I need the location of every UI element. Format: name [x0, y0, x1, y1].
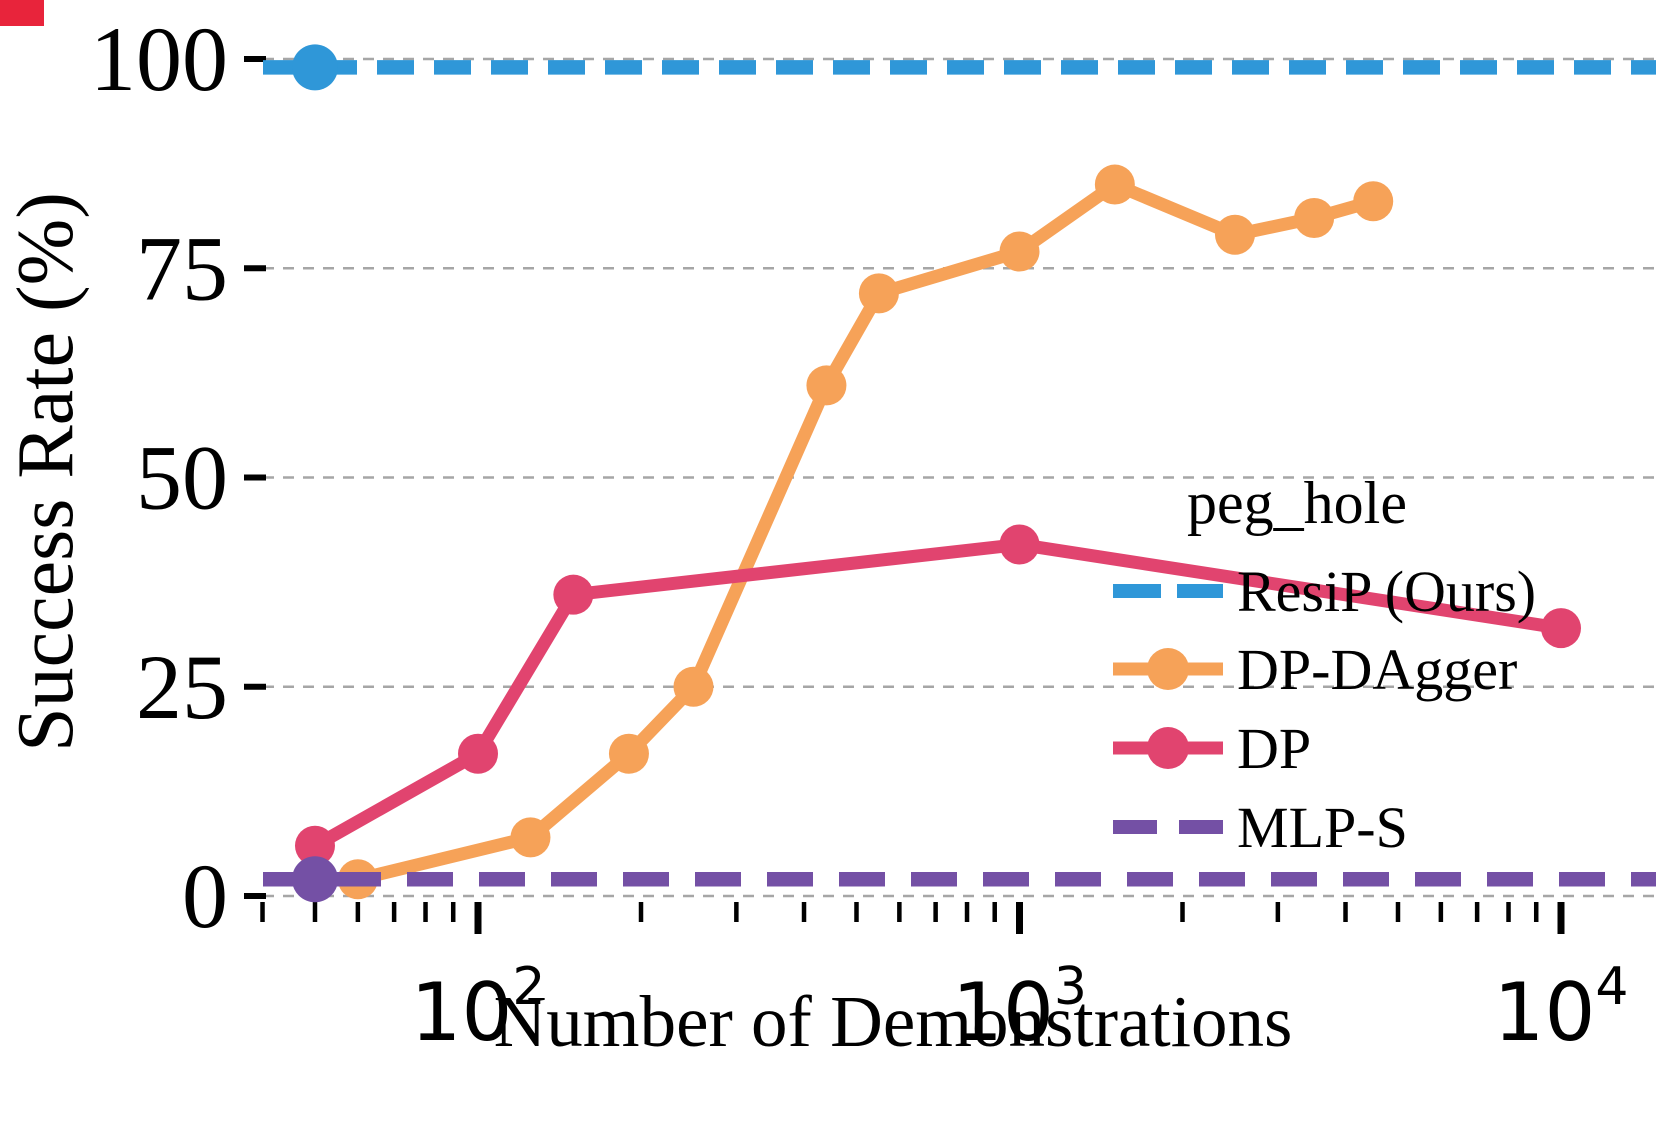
x-tick-exponent: 2	[512, 957, 545, 1017]
y-tick-label-25: 25	[136, 636, 228, 738]
series-dp-dagger	[337, 164, 1394, 900]
legend-label: DP	[1237, 716, 1311, 781]
corner-red-mark	[0, 0, 44, 26]
legend-item-dp: DP	[1113, 716, 1311, 781]
y-tick-label-50: 50	[136, 427, 228, 529]
data-point	[1541, 608, 1581, 649]
data-point	[291, 856, 338, 903]
legend-sample-marker	[1147, 727, 1189, 769]
data-point	[1294, 198, 1335, 239]
data-point	[294, 825, 335, 866]
y-tick-label-75: 75	[136, 217, 228, 319]
data-point	[673, 666, 714, 707]
series-mlp-s	[263, 856, 1656, 903]
data-point	[553, 574, 594, 615]
y-tick-label-0: 0	[182, 845, 228, 947]
legend-label: DP-DAgger	[1237, 637, 1517, 702]
data-point	[858, 273, 899, 314]
legend-sample-marker	[1147, 648, 1189, 690]
data-point	[458, 733, 498, 774]
y-axis-label: Success Rate (%)	[2, 192, 90, 752]
series-dp	[294, 524, 1581, 866]
x-tick-exponent: 4	[1595, 957, 1628, 1017]
data-point	[1094, 164, 1135, 205]
y-tick-label-100: 100	[90, 8, 228, 110]
legend-label: ResiP (Ours)	[1237, 559, 1536, 624]
data-point	[291, 44, 338, 91]
x-tick-label-1000: 103	[952, 957, 1087, 1059]
legend-title: peg_hole	[1187, 470, 1407, 536]
data-point	[999, 524, 1040, 565]
data-point	[510, 817, 551, 858]
data-point	[806, 365, 847, 406]
x-tick-base: 10	[411, 966, 513, 1059]
x-tick-base: 10	[1494, 966, 1596, 1059]
x-tick-base: 10	[952, 966, 1054, 1059]
legend: peg_hole ResiP (Ours) DP-DAgger DP MLP-S	[1113, 470, 1536, 860]
data-point	[1214, 214, 1255, 255]
legend-item-resip-ours-: ResiP (Ours)	[1113, 559, 1536, 624]
series-resip-ours-	[263, 44, 1656, 91]
data-point	[608, 733, 649, 774]
legend-label: MLP-S	[1237, 795, 1408, 860]
x-tick-label-10000: 104	[1494, 957, 1629, 1059]
data-point	[999, 231, 1040, 272]
legend-item-mlp-s: MLP-S	[1113, 795, 1408, 860]
x-tick-exponent: 3	[1054, 957, 1087, 1017]
data-point	[1353, 181, 1394, 222]
x-axis-label: Number of Demonstrations	[494, 981, 1293, 1062]
x-tick-label-100: 102	[411, 957, 546, 1059]
legend-item-dp-dagger: DP-DAgger	[1113, 637, 1517, 702]
